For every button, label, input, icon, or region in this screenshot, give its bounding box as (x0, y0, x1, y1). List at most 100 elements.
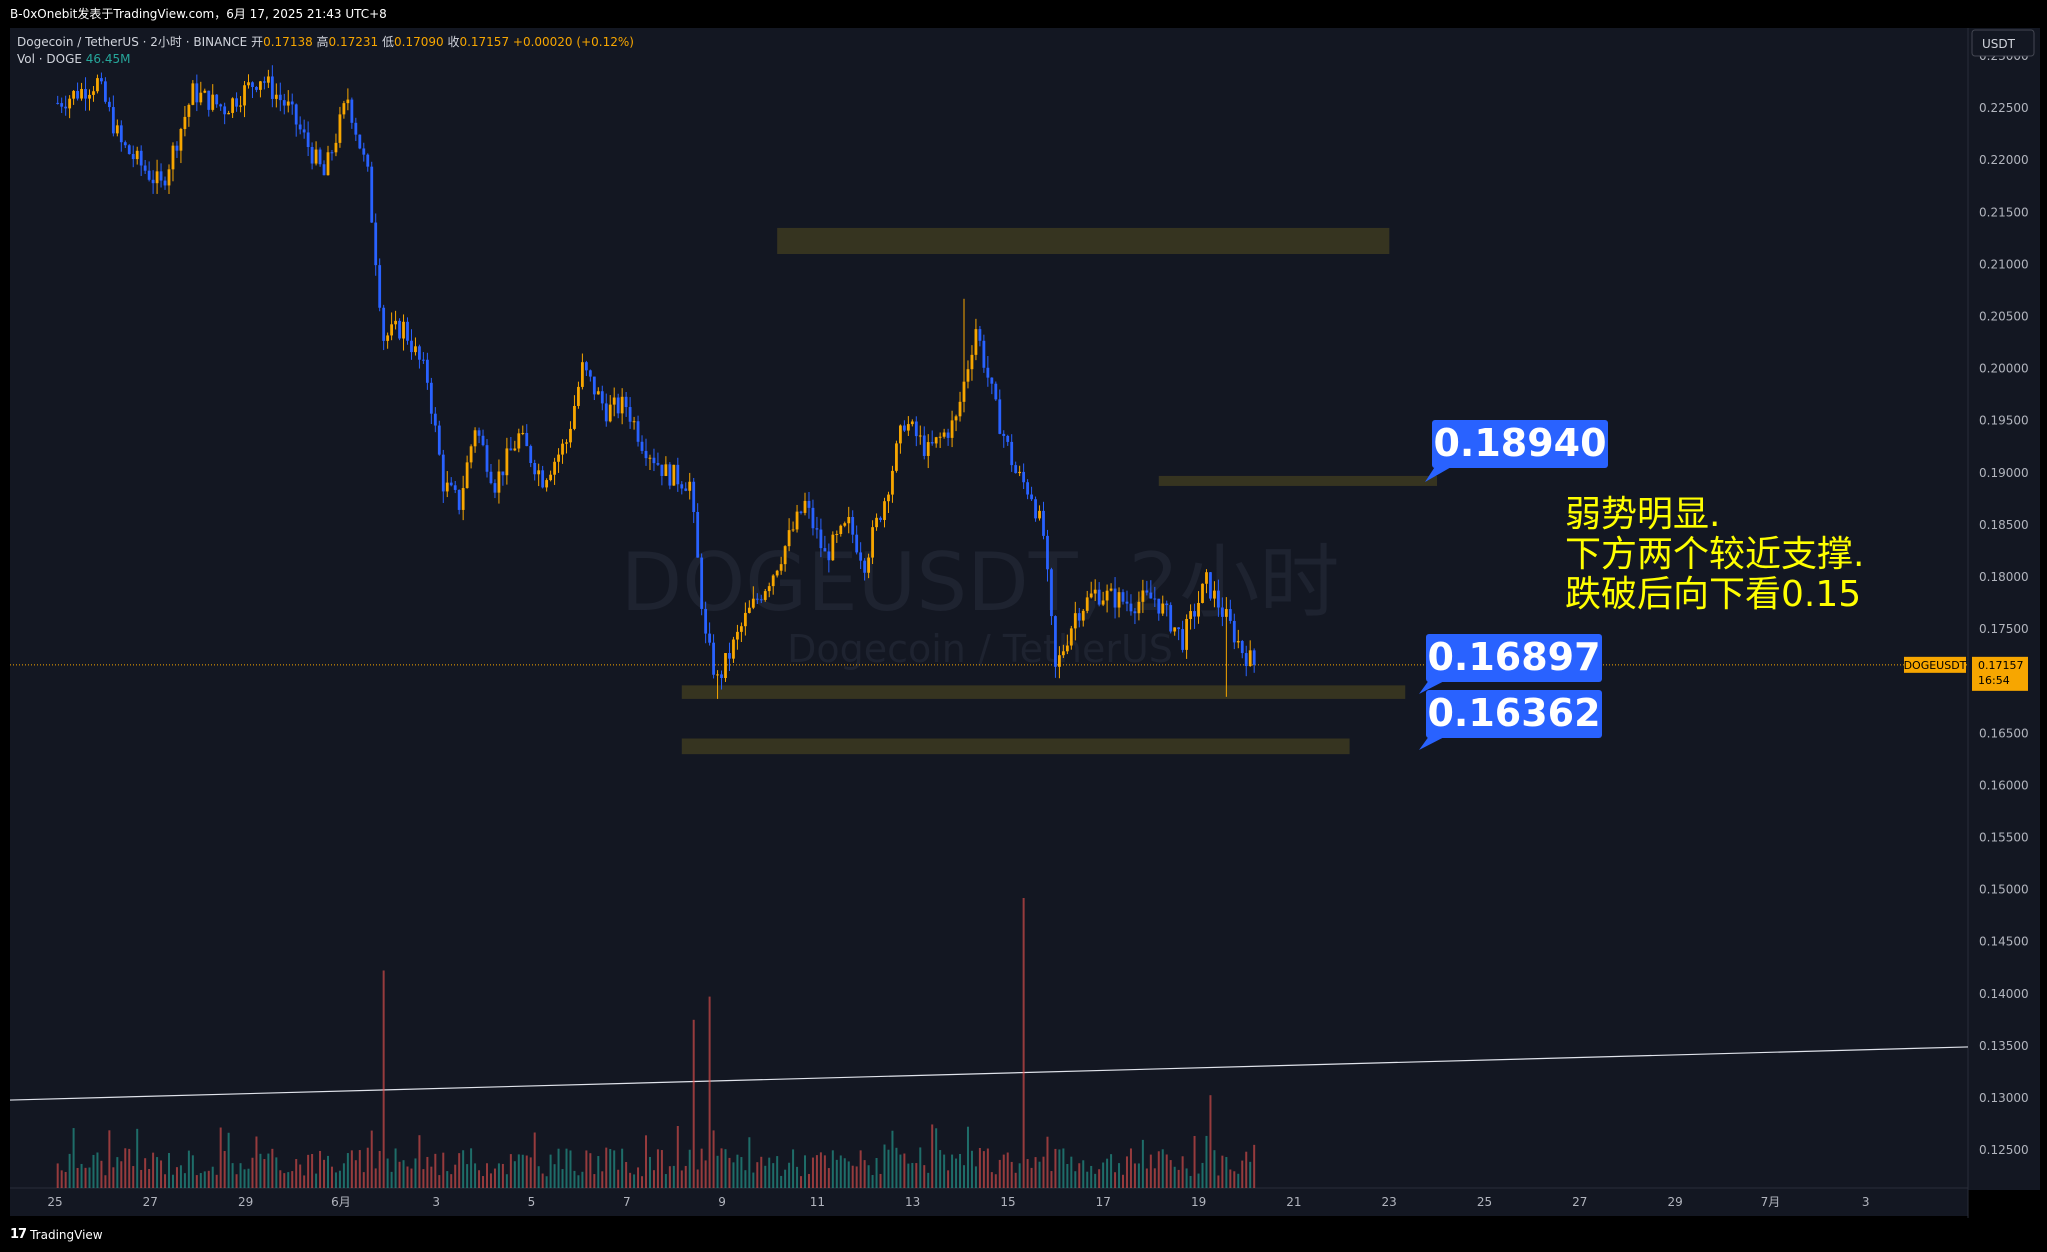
candle-body (684, 488, 688, 491)
candle-body (76, 90, 79, 99)
volume-bars (56, 898, 1256, 1188)
volume-bar (486, 1163, 489, 1188)
volume-bar (513, 1161, 516, 1188)
candle-body (712, 642, 715, 675)
volume-bar (1197, 1173, 1200, 1188)
volume-bar (963, 1165, 966, 1188)
candle-body (1197, 602, 1200, 617)
volume-bar (994, 1174, 997, 1188)
price-zone-1[interactable] (777, 227, 1390, 254)
volume-bar (1173, 1166, 1176, 1188)
candle-body (1010, 441, 1014, 466)
volume-bar (1082, 1160, 1085, 1188)
volume-bar (116, 1157, 119, 1188)
volume-bar (517, 1154, 520, 1188)
candle-body (445, 482, 449, 492)
candle-body (1022, 471, 1026, 483)
volume-bar (581, 1171, 584, 1188)
price-callouts[interactable]: 0.18940 0.16897 0.16362 (1419, 420, 1608, 750)
price-callout-3[interactable]: 0.16362 (1419, 690, 1602, 750)
candle-body (266, 76, 270, 83)
candle-body (811, 507, 815, 529)
candle-body (533, 463, 537, 475)
volume-bar (1241, 1160, 1244, 1188)
price-callout-1[interactable]: 0.18940 (1425, 420, 1608, 482)
volume-bar (1106, 1158, 1109, 1188)
analysis-annotation[interactable]: 弱势明显.下方两个较近支撑.跌破后向下看0.15 (1565, 494, 1864, 615)
volume-bar (1074, 1171, 1077, 1188)
volume-bar (438, 1175, 441, 1188)
volume-bar (720, 1148, 723, 1188)
volume-bar (545, 1176, 548, 1188)
plot-area[interactable] (10, 28, 1968, 1188)
volume-bar (597, 1156, 600, 1188)
volume-bar (1102, 1162, 1105, 1188)
price-tag-symbol-box (1904, 656, 1966, 673)
volume-bar (1018, 1163, 1021, 1188)
candle-body (902, 425, 906, 431)
volume-bar (199, 1173, 202, 1188)
candles[interactable] (56, 65, 1256, 699)
volume-bar (64, 1171, 67, 1188)
candle-body (346, 99, 350, 104)
volume-bar (454, 1164, 457, 1188)
volume-bar (128, 1148, 131, 1188)
currency-box[interactable] (1971, 29, 2035, 57)
price-tick-label: 0.13500 (1979, 1039, 2029, 1053)
volume-bar (609, 1148, 612, 1188)
candle-body (235, 98, 238, 107)
candle-body (732, 639, 735, 659)
volume-bar (311, 1154, 314, 1188)
legend[interactable]: Dogecoin / TetherUS · 2小时 · BINANCE 开0.1… (17, 34, 634, 66)
volume-bar (171, 1174, 174, 1188)
volume-bar (390, 1171, 393, 1188)
volume-bar (625, 1162, 628, 1188)
candle-body (111, 107, 115, 134)
candle-body (390, 324, 394, 336)
time-axis-area[interactable] (10, 1188, 1968, 1216)
price-zone-2[interactable] (1158, 475, 1438, 486)
volume-bar (239, 1163, 242, 1188)
volume-bar (982, 1151, 985, 1188)
currency-label[interactable]: USDT (1971, 29, 2035, 57)
price-zone-4[interactable] (681, 738, 1350, 755)
candle-body (978, 329, 982, 341)
volume-bar (660, 1150, 663, 1188)
candle-body (1054, 616, 1057, 667)
volume-bar (275, 1157, 278, 1188)
volume-bar (1062, 1148, 1065, 1188)
candle-body (974, 329, 978, 355)
brand-name: TradingView (30, 1228, 103, 1242)
volume-bar (764, 1165, 767, 1188)
volume-bar (955, 1158, 958, 1188)
volume-bar (732, 1162, 735, 1188)
candle-body (298, 124, 302, 130)
price-callout-2[interactable]: 0.16897 (1419, 634, 1602, 694)
current-price-tag[interactable]: DOGEUSDT 0.17157 16:54 (1904, 656, 2028, 691)
candle-body (123, 142, 127, 146)
price-zone-3[interactable] (681, 685, 1406, 699)
candle-body (648, 457, 652, 459)
volume-bar (482, 1176, 485, 1188)
volume-bar (692, 1019, 695, 1188)
volume-bar (931, 1124, 934, 1188)
candle-body (433, 413, 437, 426)
volume-bar (601, 1171, 604, 1188)
candle-body (441, 454, 445, 492)
trendline[interactable] (9, 1046, 1969, 1101)
volume-bar (1141, 1139, 1144, 1188)
candle-body (724, 653, 727, 679)
volume-bar (907, 1163, 910, 1188)
footer-brand[interactable]: 17 TradingView (10, 1226, 103, 1244)
volume-bar (462, 1150, 465, 1188)
volume-bar (1094, 1173, 1097, 1188)
volume-bar (72, 1128, 75, 1188)
volume-bar (263, 1159, 266, 1188)
volume-bar (446, 1171, 449, 1188)
price-axis-area[interactable] (1968, 28, 2040, 1190)
candle-body (938, 436, 942, 438)
volume-bar (478, 1170, 481, 1188)
candle-body (668, 464, 672, 486)
volume-bar (1006, 1152, 1009, 1188)
